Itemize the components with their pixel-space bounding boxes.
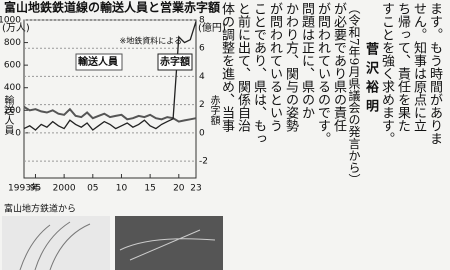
article-text: と前に出て、関係自治 [234,2,250,268]
legend-label: 赤字額 [160,55,190,68]
article-text: かわり方、関与の姿勢 [282,2,298,268]
y2-tick-label: 8 [199,16,205,26]
article-text: ち帰って、責任を果た [394,2,410,268]
article-text: （令和7年9月県議会の発言から） [346,2,362,268]
y2-tick-label: 6 [199,44,205,54]
article-text: せん。知事は原点に立 [410,2,426,268]
article-text: が問われているのです。 [314,2,330,268]
article: ます。もう時間がありません。知事は原点に立ち帰って、責任を果たすことを強く求めま… [228,2,442,268]
photo-caption: 富山地方鉄道から [4,203,76,215]
y-tick-label: 800 [4,38,21,48]
note: ※地鉄資料による [120,36,182,46]
y-tick-label: 600 [4,61,21,71]
y2-tick-label: 0 [199,128,205,138]
article-text: が問われているという [266,2,282,268]
x-tick-label: 10 [116,184,128,194]
x-tick-label: 95 [30,184,41,194]
x-tick-label: 2000 [53,184,76,194]
x-tick-label: 05 [87,184,98,194]
chart-title: 富山地鉄鉄道線の輸送人員と営業赤字額 [4,0,220,15]
article-text: ます。もう時間がありま [426,2,442,268]
y-tick-label: 400 [4,83,21,93]
article-text: すことを強く求めます。 [378,2,394,268]
article-text: ことであり、県は、もっ [250,2,266,268]
x-tick-label: 15 [144,184,155,194]
y-tick-label: 0 [15,128,21,138]
x-tick-label: 23 [190,184,201,194]
article-text: 問題は正に、県のか [298,2,314,268]
y-tick-label: 1000 [0,16,21,26]
x-tick-label: 20 [173,184,185,194]
page: 富山地鉄鉄道線の輸送人員と営業赤字額 (万人) (億円) ※地鉄資料による 輸送… [0,0,450,270]
y2-tick-label: 2 [199,100,205,110]
photo [2,216,110,270]
y2-tick-label: 4 [199,72,205,82]
article-text: が必要であり県の責任 [330,2,346,268]
y-tick-label: 200 [4,106,21,116]
article-text: 菅沢裕明 [362,2,378,268]
series-line [24,107,196,122]
legend-label: 輸送人員 [78,55,118,68]
article-text: 体の調整を進め、当事 [218,2,234,268]
y2-tick-label: -2 [199,157,208,167]
chart: 富山地鉄鉄道線の輸送人員と営業赤字額 (万人) (億円) ※地鉄資料による 輸送… [0,0,225,270]
